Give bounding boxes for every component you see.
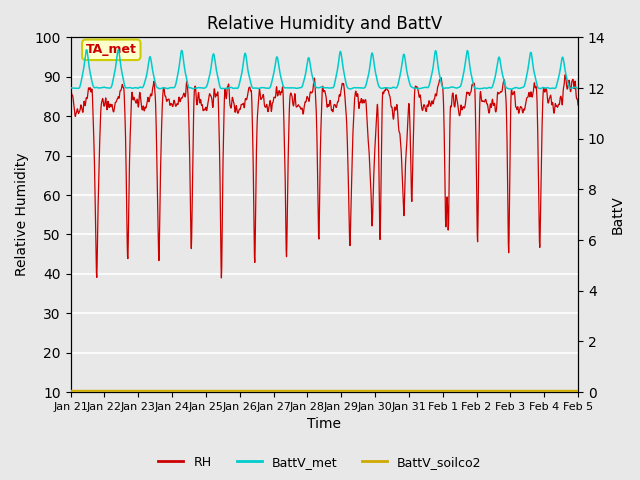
Text: TA_met: TA_met [86,43,137,56]
Title: Relative Humidity and BattV: Relative Humidity and BattV [207,15,442,33]
Y-axis label: BattV: BattV [611,195,625,234]
Y-axis label: Relative Humidity: Relative Humidity [15,153,29,276]
X-axis label: Time: Time [307,418,341,432]
Legend: RH, BattV_met, BattV_soilco2: RH, BattV_met, BattV_soilco2 [154,451,486,474]
